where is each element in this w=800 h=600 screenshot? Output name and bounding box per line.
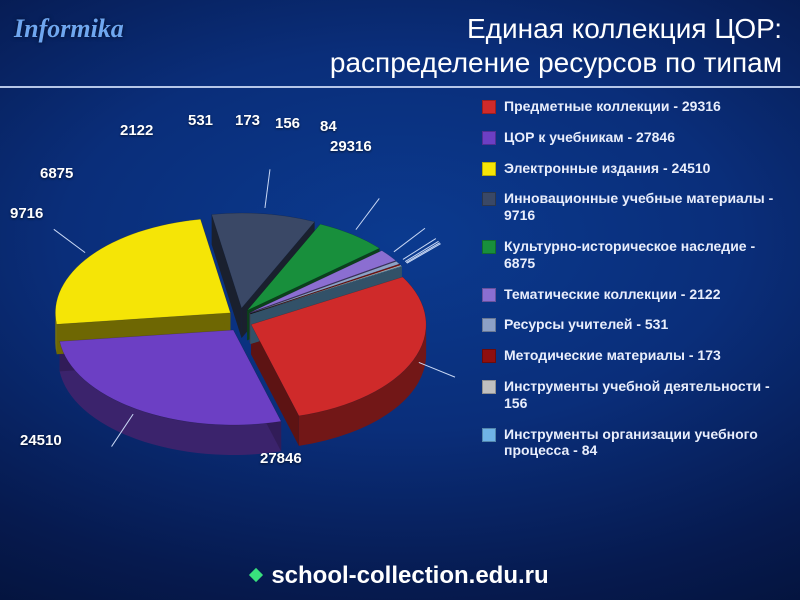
- chart-value-label: 24510: [20, 432, 62, 449]
- legend-item: Тематические коллекции - 2122: [482, 286, 788, 303]
- legend-swatch: [482, 240, 496, 254]
- pie-chart: 29316 27846 24510 9716 6875 2122 531 173 156 84: [10, 110, 470, 490]
- title-line-2: распределение ресурсов по типам: [330, 46, 782, 80]
- footer-link-text: school-collection.edu.ru: [271, 562, 548, 589]
- legend-swatch: [482, 428, 496, 442]
- chart-value-label: 84: [320, 118, 337, 135]
- legend-swatch: [482, 162, 496, 176]
- chart-value-label: 173: [235, 112, 260, 129]
- legend-swatch: [482, 100, 496, 114]
- legend-label: Методические материалы - 173: [504, 347, 788, 364]
- legend-swatch: [482, 288, 496, 302]
- footer: school-collection.edu.ru: [0, 562, 800, 590]
- chart-value-label: 2122: [120, 122, 153, 139]
- legend-item: ЦОР к учебникам - 27846: [482, 129, 788, 146]
- legend-item: Инновационные учебные материалы - 9716: [482, 190, 788, 224]
- legend-item: Ресурсы учителей - 531: [482, 316, 788, 333]
- legend-item: Инструменты организации учебного процесс…: [482, 426, 788, 460]
- legend-label: ЦОР к учебникам - 27846: [504, 129, 788, 146]
- chart-value-label: 531: [188, 112, 213, 129]
- legend-label: Тематические коллекции - 2122: [504, 286, 788, 303]
- title-line-1: Единая коллекция ЦОР:: [330, 12, 782, 46]
- legend-swatch: [482, 318, 496, 332]
- legend-label: Электронные издания - 24510: [504, 160, 788, 177]
- legend-label: Предметные коллекции - 29316: [504, 98, 788, 115]
- legend-item: Предметные коллекции - 29316: [482, 98, 788, 115]
- legend-swatch: [482, 131, 496, 145]
- legend-label: Инновационные учебные материалы - 9716: [504, 190, 788, 224]
- legend-item: Методические материалы - 173: [482, 347, 788, 364]
- legend-swatch: [482, 380, 496, 394]
- footer-bullet-icon: [249, 568, 263, 582]
- legend-swatch: [482, 192, 496, 206]
- chart-value-label: 29316: [330, 138, 372, 155]
- chart-value-label: 156: [275, 115, 300, 132]
- legend-label: Ресурсы учителей - 531: [504, 316, 788, 333]
- legend: Предметные коллекции - 29316 ЦОР к учебни…: [482, 98, 788, 473]
- legend-item: Электронные издания - 24510: [482, 160, 788, 177]
- legend-swatch: [482, 349, 496, 363]
- chart-value-label: 6875: [40, 165, 73, 182]
- legend-label: Инструменты учебной деятельности - 156: [504, 378, 788, 412]
- chart-value-label: 9716: [10, 205, 43, 222]
- title-divider: [0, 86, 800, 88]
- pie-chart-svg: [10, 110, 470, 490]
- chart-value-label: 27846: [260, 450, 302, 467]
- slide-title: Единая коллекция ЦОР: распределение ресу…: [330, 12, 782, 79]
- legend-item: Инструменты учебной деятельности - 156: [482, 378, 788, 412]
- legend-item: Культурно-историческое наследие - 6875: [482, 238, 788, 272]
- legend-label: Инструменты организации учебного процесс…: [504, 426, 788, 460]
- legend-label: Культурно-историческое наследие - 6875: [504, 238, 788, 272]
- slide-root: Informika Единая коллекция ЦОР: распреде…: [0, 0, 800, 600]
- logo-text: Informika: [14, 14, 124, 44]
